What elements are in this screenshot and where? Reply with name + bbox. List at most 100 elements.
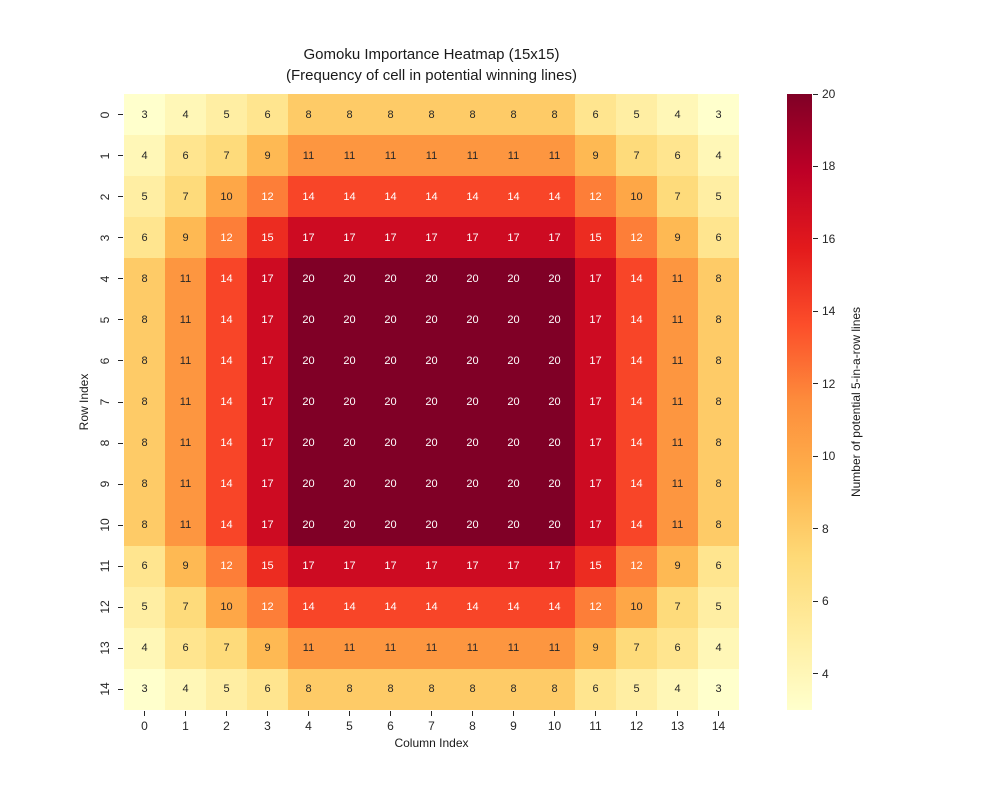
heatmap-cell: 17 (247, 504, 288, 546)
heatmap-cell: 9 (247, 627, 288, 669)
heatmap-cell: 20 (329, 463, 370, 505)
heatmap-cell: 5 (616, 668, 657, 710)
colorbar-tick-label: 10 (822, 449, 836, 464)
heatmap-cell: 17 (288, 545, 329, 587)
colorbar-tick-mark (813, 673, 818, 675)
y-tick-label: 5 (98, 316, 112, 324)
heatmap-cell: 14 (370, 586, 411, 628)
heatmap-cell: 11 (165, 340, 206, 382)
heatmap-cell: 20 (329, 422, 370, 464)
heatmap-cell: 20 (411, 258, 452, 300)
x-tick-label: 5 (346, 719, 353, 733)
x-tick-label: 14 (711, 719, 726, 733)
heatmap-cell: 11 (411, 135, 452, 177)
heatmap-cell: 17 (452, 545, 493, 587)
heatmap-cell: 11 (165, 258, 206, 300)
heatmap-cell: 8 (534, 94, 575, 136)
heatmap-cell: 8 (329, 668, 370, 710)
heatmap-cell: 11 (165, 299, 206, 341)
heatmap-cell: 5 (206, 94, 247, 136)
heatmap-cell: 20 (288, 504, 329, 546)
heatmap-cell: 11 (288, 135, 329, 177)
heatmap-cell: 11 (657, 381, 698, 423)
heatmap-cell: 14 (206, 422, 247, 464)
heatmap-cell: 20 (370, 504, 411, 546)
heatmap-cell: 14 (370, 176, 411, 218)
heatmap-cell: 5 (698, 586, 739, 628)
heatmap-cell: 6 (124, 217, 165, 259)
heatmap-cell: 12 (206, 545, 247, 587)
heatmap-cell: 20 (288, 340, 329, 382)
heatmap-cell: 11 (657, 463, 698, 505)
y-tick-label: 8 (98, 439, 112, 447)
heatmap-cell: 20 (288, 463, 329, 505)
heatmap-cell: 6 (657, 135, 698, 177)
heatmap-cell: 14 (616, 340, 657, 382)
heatmap-cell: 20 (493, 422, 534, 464)
x-tick-label: 1 (182, 719, 189, 733)
heatmap-cell: 4 (165, 668, 206, 710)
heatmap-cell: 12 (247, 586, 288, 628)
heatmap-cell: 7 (616, 627, 657, 669)
x-tick-label: 13 (670, 719, 685, 733)
heatmap-cell: 11 (493, 135, 534, 177)
heatmap-cell: 6 (698, 545, 739, 587)
x-tick-label: 6 (387, 719, 394, 733)
heatmap-cell: 12 (247, 176, 288, 218)
heatmap-cell: 12 (206, 217, 247, 259)
heatmap-cell: 17 (534, 545, 575, 587)
heatmap-cell: 4 (124, 627, 165, 669)
heatmap-cell: 14 (452, 176, 493, 218)
heatmap-cell: 12 (575, 586, 616, 628)
heatmap-cell: 7 (616, 135, 657, 177)
heatmap-cell: 5 (124, 586, 165, 628)
y-tick-label: 2 (98, 193, 112, 200)
heatmap-cell: 20 (288, 299, 329, 341)
colorbar-tick-mark (813, 528, 818, 530)
heatmap-cell: 12 (575, 176, 616, 218)
y-tick-label: 0 (98, 111, 112, 118)
heatmap-cell: 20 (411, 422, 452, 464)
y-tick-mark (118, 647, 123, 649)
y-axis-label: Row Index (77, 373, 91, 431)
heatmap-cell: 12 (616, 545, 657, 587)
heatmap-cell: 6 (575, 94, 616, 136)
heatmap-cell: 17 (575, 463, 616, 505)
heatmap-cell: 17 (411, 545, 452, 587)
heatmap-cell: 15 (247, 217, 288, 259)
y-tick-label: 12 (98, 600, 112, 615)
heatmap-cell: 5 (616, 94, 657, 136)
heatmap-cell: 6 (575, 668, 616, 710)
colorbar-tick-mark (813, 238, 818, 240)
heatmap-cell: 11 (657, 258, 698, 300)
x-tick-label: 9 (510, 719, 517, 733)
colorbar-tick-label: 4 (822, 666, 829, 681)
heatmap-cell: 14 (288, 176, 329, 218)
colorbar-tick-label: 8 (822, 521, 829, 536)
heatmap-cell: 20 (493, 381, 534, 423)
heatmap-cell: 20 (411, 299, 452, 341)
heatmap-cell: 8 (329, 94, 370, 136)
heatmap-cell: 11 (657, 504, 698, 546)
y-tick-mark (118, 483, 123, 485)
chart-title-line1: Gomoku Importance Heatmap (15x15) (303, 46, 560, 63)
heatmap-cell: 14 (616, 258, 657, 300)
heatmap-cell: 10 (206, 586, 247, 628)
y-tick-mark (118, 155, 123, 157)
x-tick-label: 8 (469, 719, 476, 733)
heatmap-cell: 20 (452, 422, 493, 464)
heatmap-cell: 17 (452, 217, 493, 259)
heatmap-cell: 11 (493, 627, 534, 669)
heatmap-cell: 17 (247, 422, 288, 464)
y-tick-label: 11 (98, 560, 112, 573)
heatmap-cell: 20 (411, 381, 452, 423)
heatmap-cell: 4 (657, 94, 698, 136)
x-tick-mark (595, 711, 596, 716)
heatmap-cell: 14 (411, 586, 452, 628)
x-tick-label: 12 (629, 719, 644, 733)
heatmap-cell: 8 (411, 94, 452, 136)
x-tick-mark (308, 711, 309, 716)
heatmap-cell: 20 (329, 258, 370, 300)
colorbar (787, 94, 812, 710)
heatmap-cell: 11 (534, 135, 575, 177)
